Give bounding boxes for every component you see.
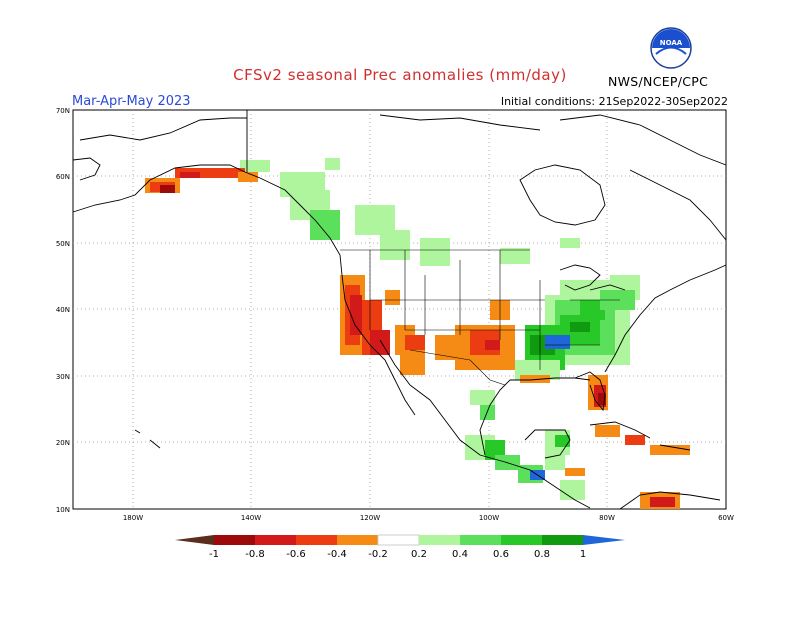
colorbar-label: -0.4: [327, 549, 347, 560]
colorbar-label: 0.6: [493, 549, 509, 560]
colorbar-label: 0.4: [452, 549, 468, 560]
lat-label-30: 30N: [56, 373, 70, 381]
colorbar-label: 1: [580, 549, 586, 560]
noaa-logo-icon: NOAA: [650, 27, 692, 69]
lon-label-140: 140W: [241, 514, 261, 522]
longitude-labels: 180W 140W 120W 100W 80W 60W: [123, 514, 734, 522]
initial-conditions-label: Initial conditions: 21Sep2022-30Sep2022: [500, 95, 728, 108]
coastlines: [72, 110, 727, 510]
lon-label-80: 80W: [599, 514, 615, 522]
colorbar-swatch: [460, 535, 501, 545]
colorbar-swatch: [501, 535, 542, 545]
colorbar-swatch: [337, 535, 378, 545]
colorbar-label: 0.2: [411, 549, 427, 560]
colorbar-swatch: [542, 535, 583, 545]
organization-label: NWS/NCEP/CPC: [608, 74, 709, 89]
lat-label-70: 70N: [56, 107, 70, 115]
colorbar-left-arrow: [175, 535, 214, 545]
political-borders: [340, 249, 620, 386]
colorbar-swatch: [214, 535, 255, 545]
colorbar-swatch: [419, 535, 460, 545]
map-title: CFSv2 seasonal Prec anomalies (mm/day): [233, 66, 567, 84]
latitude-labels: 70N 60N 50N 40N 30N 20N 10N: [56, 107, 70, 514]
lat-label-20: 20N: [56, 439, 70, 447]
colorbar-right-arrow: [583, 535, 625, 545]
colorbar-label: -0.6: [286, 549, 306, 560]
lat-label-50: 50N: [56, 240, 70, 248]
lon-label-180: 180W: [123, 514, 143, 522]
dry-anomaly-shading: [145, 168, 690, 509]
lat-label-10: 10N: [56, 506, 70, 514]
noaa-logo-text: NOAA: [660, 39, 683, 47]
colorbar-swatch: [377, 534, 420, 546]
colorbar-swatch: [255, 535, 296, 545]
lon-label-120: 120W: [360, 514, 380, 522]
lat-label-60: 60N: [56, 173, 70, 181]
colorbar-label: -1: [209, 549, 219, 560]
lon-label-60: 60W: [718, 514, 734, 522]
colorbar-label: -0.2: [368, 549, 388, 560]
lat-label-40: 40N: [56, 306, 70, 314]
colorbar-label: -0.8: [245, 549, 265, 560]
colorbar-swatch: [296, 535, 337, 545]
season-label: Mar-Apr-May 2023: [72, 94, 191, 109]
colorbar: -1 -0.8 -0.6 -0.4 -0.2 0.2 0.4 0.6 0.8 1: [175, 534, 625, 560]
lon-label-100: 100W: [479, 514, 499, 522]
colorbar-label: 0.8: [534, 549, 550, 560]
